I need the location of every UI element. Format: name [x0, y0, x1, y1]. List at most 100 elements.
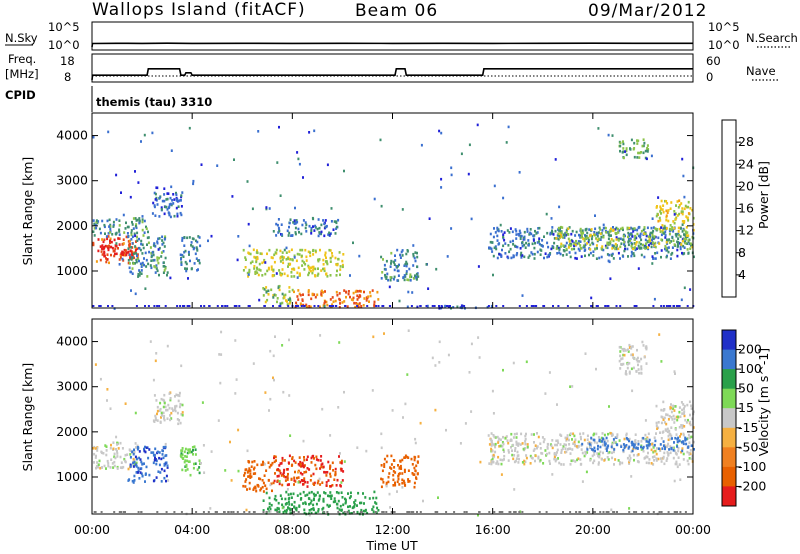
heatmap-cell: [491, 449, 494, 453]
heatmap-cell: [314, 267, 317, 271]
heatmap-cell: [262, 490, 265, 493]
heatmap-cell: [567, 447, 569, 451]
heatmap-cell: [592, 450, 595, 454]
heatmap-cell: [610, 234, 612, 237]
heatmap-cell: [653, 436, 656, 439]
heatmap-cell: [655, 214, 658, 218]
heatmap-cell: [174, 409, 177, 413]
heatmap-cell: [537, 455, 540, 459]
nsky-tick-top: 10^5: [48, 20, 80, 34]
heatmap-cell: [611, 451, 613, 455]
heatmap-cell: [131, 267, 134, 270]
heatmap-cell: [589, 459, 592, 462]
heatmap-cell: [381, 511, 384, 513]
heatmap-cell: [373, 300, 376, 304]
heatmap-cell: [440, 131, 443, 135]
heatmap-cell: [283, 459, 286, 462]
heatmap-cell: [109, 446, 112, 450]
heatmap-cell: [501, 248, 503, 252]
heatmap-cell: [614, 458, 617, 461]
heatmap-cell: [344, 305, 347, 307]
heatmap-cell: [330, 207, 333, 210]
heatmap-cell: [656, 205, 658, 208]
heatmap-cell: [159, 401, 162, 405]
heatmap-cell: [268, 502, 271, 505]
colorbar-tick-label: 8: [738, 245, 746, 260]
heatmap-cell: [402, 276, 405, 279]
heatmap-cell: [674, 428, 677, 431]
heatmap-cell: [586, 438, 589, 441]
heatmap-cell: [659, 210, 662, 213]
heatmap-cell: [152, 419, 155, 422]
heatmap-cell: [622, 147, 625, 150]
heatmap-cell: [288, 290, 291, 293]
heatmap-cell: [539, 253, 542, 256]
heatmap-cell: [399, 253, 402, 257]
heatmap-cell: [160, 397, 163, 401]
heatmap-cell: [322, 499, 325, 502]
heatmap-cell: [183, 236, 186, 239]
heatmap-cell: [159, 471, 162, 474]
heatmap-cell: [667, 418, 670, 421]
heatmap-cell: [511, 453, 514, 457]
heatmap-cell: [269, 349, 272, 353]
heatmap-cell: [140, 272, 143, 275]
heatmap-cell: [246, 180, 249, 183]
heatmap-cell: [163, 199, 166, 203]
heatmap-cell: [296, 476, 298, 480]
heatmap-cell: [114, 232, 117, 236]
heatmap-cell: [488, 443, 491, 446]
heatmap-cell: [592, 461, 595, 465]
heatmap-cell: [346, 305, 349, 308]
heatmap-cell: [106, 399, 108, 402]
heatmap-cell: [163, 393, 166, 397]
heatmap-cell: [141, 261, 144, 265]
heatmap-cell: [334, 232, 337, 235]
heatmap-cell: [346, 511, 349, 513]
heatmap-cell: [184, 459, 187, 462]
heatmap-cell: [118, 263, 121, 266]
heatmap-cell: [281, 292, 284, 296]
heatmap-cell: [151, 212, 154, 215]
heatmap-cell: [242, 269, 245, 272]
heatmap-cell: [652, 463, 655, 466]
heatmap-cell: [562, 445, 565, 448]
heatmap-cell: [673, 421, 676, 424]
heatmap-cell: [673, 210, 676, 213]
heatmap-cell: [468, 143, 471, 147]
heatmap-cell: [657, 219, 660, 223]
heatmap-cell: [297, 266, 300, 270]
heatmap-cell: [230, 511, 233, 513]
heatmap-cell: [659, 230, 662, 233]
station-title: Wallops Island (fitACF): [92, 0, 306, 20]
heatmap-cell: [336, 506, 339, 510]
heatmap-cell: [660, 437, 663, 440]
heatmap-cell: [687, 205, 690, 209]
heatmap-cell: [670, 228, 673, 232]
heatmap-cell: [337, 491, 340, 495]
heatmap-cell: [580, 236, 583, 239]
heatmap-cell: [401, 472, 404, 475]
heatmap-cell: [340, 491, 343, 494]
heatmap-cell: [512, 443, 515, 447]
heatmap-cell: [622, 443, 625, 446]
heatmap-cell: [313, 129, 316, 133]
heatmap-cell: [279, 462, 282, 465]
heatmap-cell: [405, 270, 408, 273]
heatmap-cell: [167, 206, 170, 210]
cpid-value: themis (tau) 3310: [96, 95, 212, 109]
heatmap-cell: [616, 433, 619, 436]
heatmap-cell: [642, 144, 645, 148]
heatmap-cell: [142, 246, 145, 250]
heatmap-cell: [282, 256, 285, 259]
heatmap-cell: [109, 237, 112, 241]
heatmap-cell: [179, 253, 182, 257]
heatmap-cell: [498, 252, 501, 256]
heatmap-cell: [330, 497, 333, 500]
heatmap-cell: [550, 217, 553, 220]
heatmap-cell: [103, 464, 106, 468]
heatmap-cell: [257, 485, 260, 488]
heatmap-cell: [341, 263, 344, 267]
heatmap-cell: [668, 414, 671, 418]
heatmap-cell: [320, 223, 323, 227]
